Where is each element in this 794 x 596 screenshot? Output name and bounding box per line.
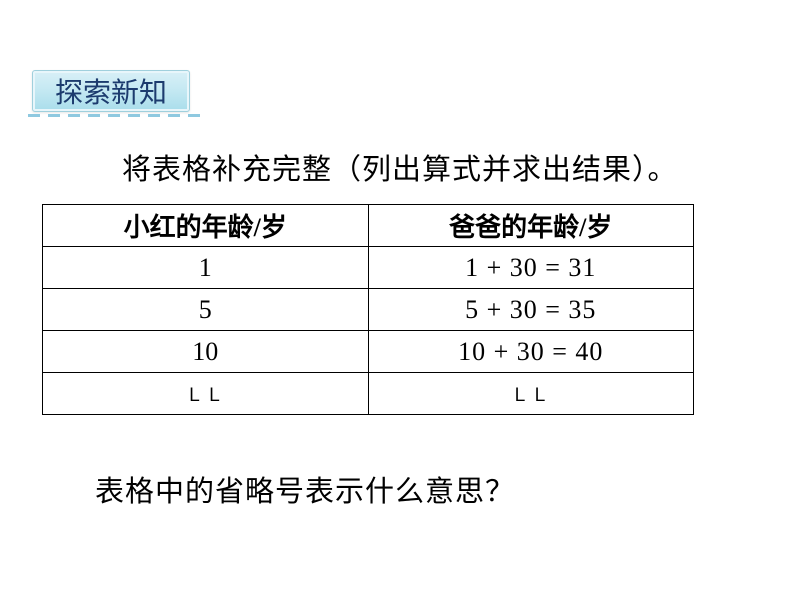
table-row: 10 10 + 30 = 40 (43, 331, 694, 373)
cell-father-age: 10 + 30 = 40 (368, 331, 694, 373)
cell-ellipsis-right: ＬＬ (368, 373, 694, 415)
table-row: 5 5 + 30 = 35 (43, 289, 694, 331)
section-underline-dashes (28, 114, 200, 120)
cell-ellipsis-left: ＬＬ (43, 373, 369, 415)
table-row: 1 1 + 30 = 31 (43, 247, 694, 289)
col-header-father: 爸爸的年龄/岁 (368, 205, 694, 247)
section-badge-label: 探索新知 (55, 71, 167, 111)
cell-xiaohong-age: 10 (43, 331, 369, 373)
question-text: 表格中的省略号表示什么意思？ (95, 468, 515, 510)
cell-xiaohong-age: 5 (43, 289, 369, 331)
cell-xiaohong-age: 1 (43, 247, 369, 289)
section-badge: 探索新知 (32, 70, 190, 112)
cell-father-age: 1 + 30 = 31 (368, 247, 694, 289)
col-header-xiaohong: 小红的年龄/岁 (43, 205, 369, 247)
table-row-ellipsis: ＬＬ ＬＬ (43, 373, 694, 415)
intro-text: 将表格补充完整（列出算式并求出结果）。 (122, 146, 678, 188)
age-table: 小红的年龄/岁 爸爸的年龄/岁 1 1 + 30 = 31 5 5 + 30 =… (42, 204, 694, 415)
cell-father-age: 5 + 30 = 35 (368, 289, 694, 331)
table-header-row: 小红的年龄/岁 爸爸的年龄/岁 (43, 205, 694, 247)
